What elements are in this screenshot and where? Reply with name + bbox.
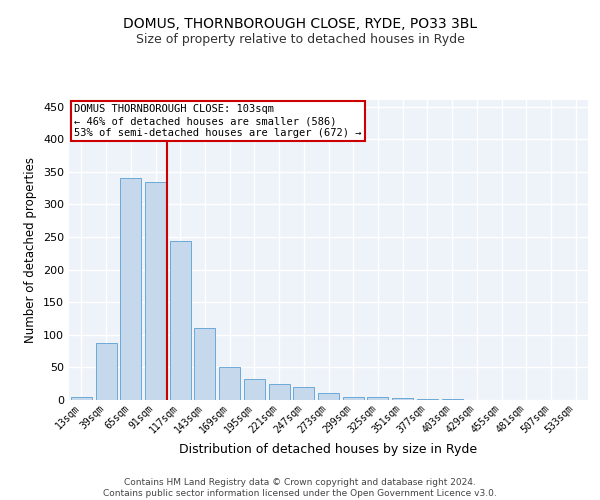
Bar — [219, 368, 240, 400]
Text: DOMUS THORNBOROUGH CLOSE: 103sqm
← 46% of detached houses are smaller (586)
53% : DOMUS THORNBOROUGH CLOSE: 103sqm ← 46% o… — [74, 104, 362, 138]
Bar — [145, 182, 166, 400]
Bar — [318, 394, 339, 400]
Bar — [367, 398, 388, 400]
Y-axis label: Number of detached properties: Number of detached properties — [25, 157, 37, 343]
Text: Contains HM Land Registry data © Crown copyright and database right 2024.
Contai: Contains HM Land Registry data © Crown c… — [103, 478, 497, 498]
Bar — [120, 178, 141, 400]
Bar — [194, 328, 215, 400]
X-axis label: Distribution of detached houses by size in Ryde: Distribution of detached houses by size … — [179, 443, 478, 456]
Bar — [293, 387, 314, 400]
Bar — [71, 396, 92, 400]
Bar — [343, 396, 364, 400]
Text: Size of property relative to detached houses in Ryde: Size of property relative to detached ho… — [136, 32, 464, 46]
Bar — [95, 342, 116, 400]
Bar — [244, 379, 265, 400]
Text: DOMUS, THORNBOROUGH CLOSE, RYDE, PO33 3BL: DOMUS, THORNBOROUGH CLOSE, RYDE, PO33 3B… — [123, 18, 477, 32]
Bar — [417, 398, 438, 400]
Bar — [170, 241, 191, 400]
Bar — [269, 384, 290, 400]
Bar — [392, 398, 413, 400]
